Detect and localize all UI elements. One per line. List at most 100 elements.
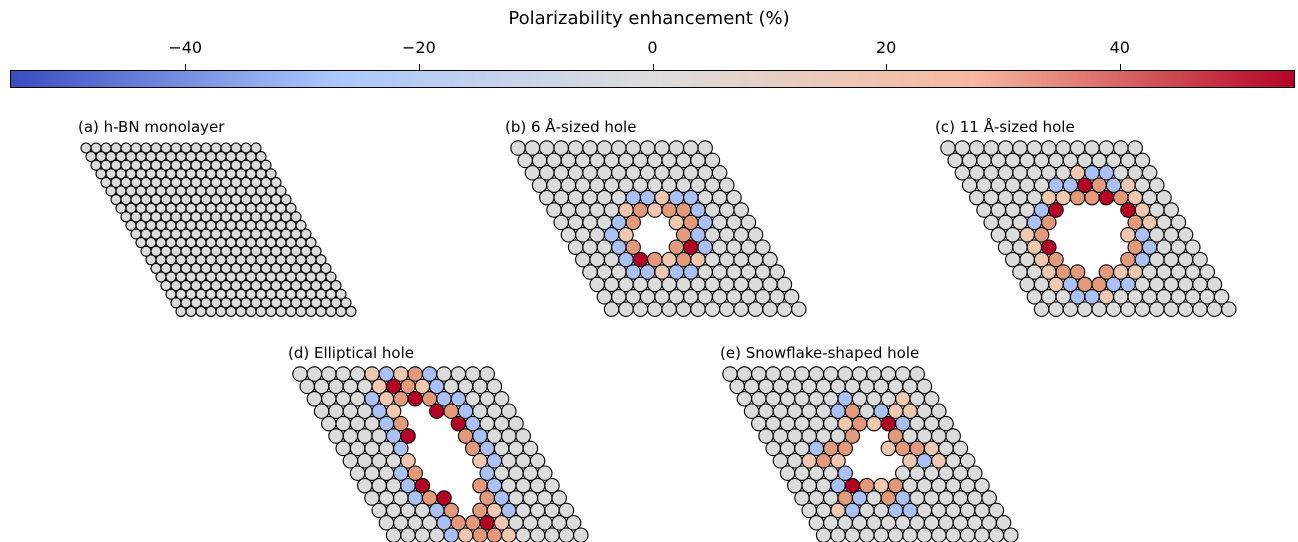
atom: [945, 527, 961, 542]
atom: [315, 254, 327, 266]
atom: [185, 305, 197, 317]
atom: [275, 305, 287, 317]
atom: [740, 214, 757, 231]
atom: [1048, 301, 1064, 317]
atom: [902, 527, 918, 542]
atom: [320, 262, 332, 274]
atom: [529, 453, 546, 469]
atom: [493, 391, 510, 407]
atom: [443, 527, 459, 542]
atom: [974, 477, 990, 494]
panel-d-label: (d) Elliptical hole: [288, 344, 414, 362]
atom: [175, 305, 187, 317]
atom: [1098, 189, 1115, 206]
atom: [551, 490, 567, 506]
atom: [205, 305, 217, 317]
atom: [305, 237, 317, 249]
atom: [618, 227, 634, 243]
atom: [625, 239, 641, 255]
atom: [747, 227, 764, 243]
atom: [1177, 227, 1194, 243]
atom: [1062, 301, 1079, 317]
atom: [873, 527, 889, 542]
atom: [1033, 227, 1050, 243]
atom: [704, 301, 721, 317]
atom: [974, 527, 990, 542]
atom: [859, 527, 875, 542]
atom: [923, 391, 940, 407]
atom: [325, 305, 337, 317]
atom: [285, 202, 297, 214]
atom: [1192, 301, 1208, 317]
atom: [1206, 276, 1223, 293]
atom: [295, 219, 307, 231]
atom: [407, 465, 423, 481]
atom: [1041, 214, 1057, 231]
atom: [1156, 189, 1172, 206]
atom: [1192, 251, 1208, 268]
atom: [988, 527, 1005, 542]
atom: [733, 202, 749, 218]
atom: [407, 391, 423, 407]
atom: [285, 305, 297, 317]
atom: [501, 527, 517, 542]
atom: [726, 189, 742, 206]
atom: [1134, 301, 1151, 317]
panel-c-lattice: [940, 140, 1237, 317]
atom: [275, 185, 287, 197]
atom: [959, 453, 976, 469]
atom: [501, 403, 517, 419]
atom: [661, 301, 677, 317]
atom: [755, 239, 771, 255]
atom: [747, 301, 764, 317]
atom: [255, 151, 267, 163]
atom: [310, 245, 322, 257]
atom: [719, 177, 735, 193]
atom: [938, 415, 954, 432]
atom: [959, 527, 976, 542]
atom: [1149, 301, 1165, 317]
atom: [830, 527, 846, 542]
atom: [1199, 264, 1215, 280]
atom: [603, 301, 620, 317]
atom: [290, 211, 302, 223]
atom: [952, 440, 969, 457]
atom: [443, 502, 459, 519]
atom: [830, 453, 846, 469]
atom: [1105, 301, 1122, 317]
atom: [916, 527, 933, 542]
atom: [1048, 202, 1064, 218]
colorbar-tick-mark: [185, 64, 187, 70]
atom: [783, 289, 800, 305]
atom: [235, 305, 247, 317]
atom: [618, 301, 634, 317]
atom: [1077, 301, 1093, 317]
colorbar-tick-label: −40: [168, 38, 203, 57]
colorbar-ticks: −40 −20 0 20 40: [0, 0, 1298, 100]
panel-e-label: (e) Snowflake-shaped hole: [720, 344, 920, 362]
atom: [325, 271, 337, 283]
colorbar-tick-mark: [418, 64, 420, 70]
panel-e-lattice: [722, 366, 1019, 542]
atom: [675, 301, 692, 317]
atom: [1149, 177, 1165, 193]
atom: [1069, 189, 1086, 206]
colorbar-title: Polarizability enhancement (%): [508, 8, 790, 29]
atom: [340, 297, 352, 309]
atom: [529, 527, 546, 542]
atom: [522, 440, 539, 457]
atom: [414, 527, 431, 542]
atom: [400, 527, 416, 542]
atom: [400, 428, 416, 444]
atom: [335, 288, 347, 300]
atom: [393, 415, 409, 432]
atom: [690, 301, 706, 317]
atom: [429, 527, 445, 542]
atom: [625, 214, 641, 231]
atom: [1127, 140, 1143, 156]
atom: [335, 305, 347, 317]
atom: [544, 527, 560, 542]
atom: [215, 305, 227, 317]
atom: [719, 301, 735, 317]
panel-b-lattice: [510, 140, 807, 317]
